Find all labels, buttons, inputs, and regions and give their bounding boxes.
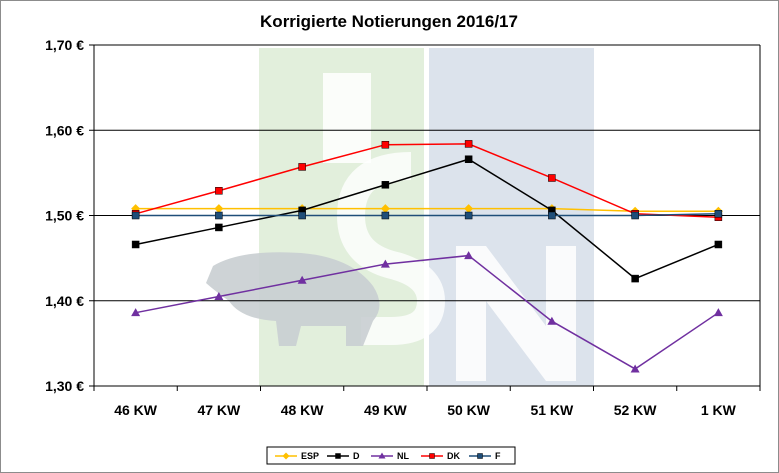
axes [93, 45, 761, 391]
data-point-nl [547, 316, 557, 325]
data-point-dk [298, 163, 306, 171]
data-point-nl [464, 251, 474, 260]
data-point-f [298, 211, 306, 220]
x-tick-label: 47 KW [197, 402, 241, 418]
y-tick-label: 1,30 € [45, 378, 84, 394]
chart-title: Korrigierte Notierungen 2016/17 [260, 12, 518, 31]
data-point-f [548, 211, 556, 220]
x-tick-label: 49 KW [364, 402, 408, 418]
watermark-logo [206, 48, 594, 386]
x-tick-label: 52 KW [614, 402, 658, 418]
legend-label-f: F [495, 451, 501, 461]
x-tick-label: 48 KW [281, 402, 325, 418]
legend-marker-d [335, 453, 341, 459]
x-tick-label: 51 KW [530, 402, 574, 418]
data-point-f [714, 210, 723, 218]
data-point-dk [215, 187, 223, 195]
data-point-nl [297, 275, 307, 284]
data-point-esp [214, 204, 224, 214]
data-point-f [631, 211, 639, 220]
data-point-d [215, 223, 223, 232]
data-point-f [464, 211, 473, 220]
data-point-f [215, 211, 223, 220]
x-tick-label: 50 KW [447, 402, 491, 418]
legend-label-dk: DK [447, 451, 460, 461]
data-point-esp [380, 204, 390, 214]
y-tick-label: 1,70 € [45, 37, 84, 53]
series-d [131, 155, 723, 283]
x-tick-label: 46 KW [114, 402, 158, 418]
data-point-dk [381, 140, 390, 149]
data-point-f [131, 211, 140, 220]
data-point-d [631, 274, 639, 283]
series-line-esp [135, 207, 719, 212]
y-tick-label: 1,50 € [45, 208, 84, 224]
data-point-f [381, 211, 390, 220]
y-tick-label: 1,60 € [45, 122, 84, 138]
watermark-letter-i [323, 73, 371, 163]
data-point-d [131, 240, 140, 249]
series-line-f [135, 213, 719, 217]
series-line-dk [135, 143, 719, 218]
data-point-nl [380, 259, 390, 268]
x-tick-label: 1 KW [701, 402, 737, 418]
series-line-d [135, 158, 719, 280]
data-point-nl [630, 364, 640, 373]
legend-label-esp: ESP [301, 451, 319, 461]
watermark-pig-silhouette [206, 252, 380, 346]
data-point-nl [214, 291, 224, 300]
data-point-d [381, 181, 390, 189]
series-layer [131, 140, 723, 373]
legend-marker-f [477, 453, 483, 459]
watermark-letter-n [456, 246, 576, 381]
data-point-d [714, 240, 723, 249]
labels: Korrigierte Notierungen 2016/17 1,30 € 1,… [45, 12, 737, 418]
series-nl [131, 251, 723, 373]
legend: ESP D NL DK F [266, 446, 516, 465]
data-point-nl [131, 308, 141, 317]
data-point-d [464, 155, 473, 163]
legend-marker-esp [282, 452, 290, 460]
series-line-nl [135, 254, 719, 370]
series-f [131, 210, 723, 220]
y-tick-label: 1,40 € [45, 293, 84, 309]
data-point-nl [713, 308, 723, 317]
data-point-esp [464, 204, 474, 214]
legend-label-d: D [353, 451, 360, 461]
data-point-dk [464, 140, 473, 148]
legend-marker-nl [378, 452, 386, 459]
legend-label-nl: NL [397, 451, 409, 461]
watermark-letter-s [336, 152, 446, 345]
legend-marker-dk [429, 453, 435, 459]
data-point-dk [548, 174, 556, 182]
